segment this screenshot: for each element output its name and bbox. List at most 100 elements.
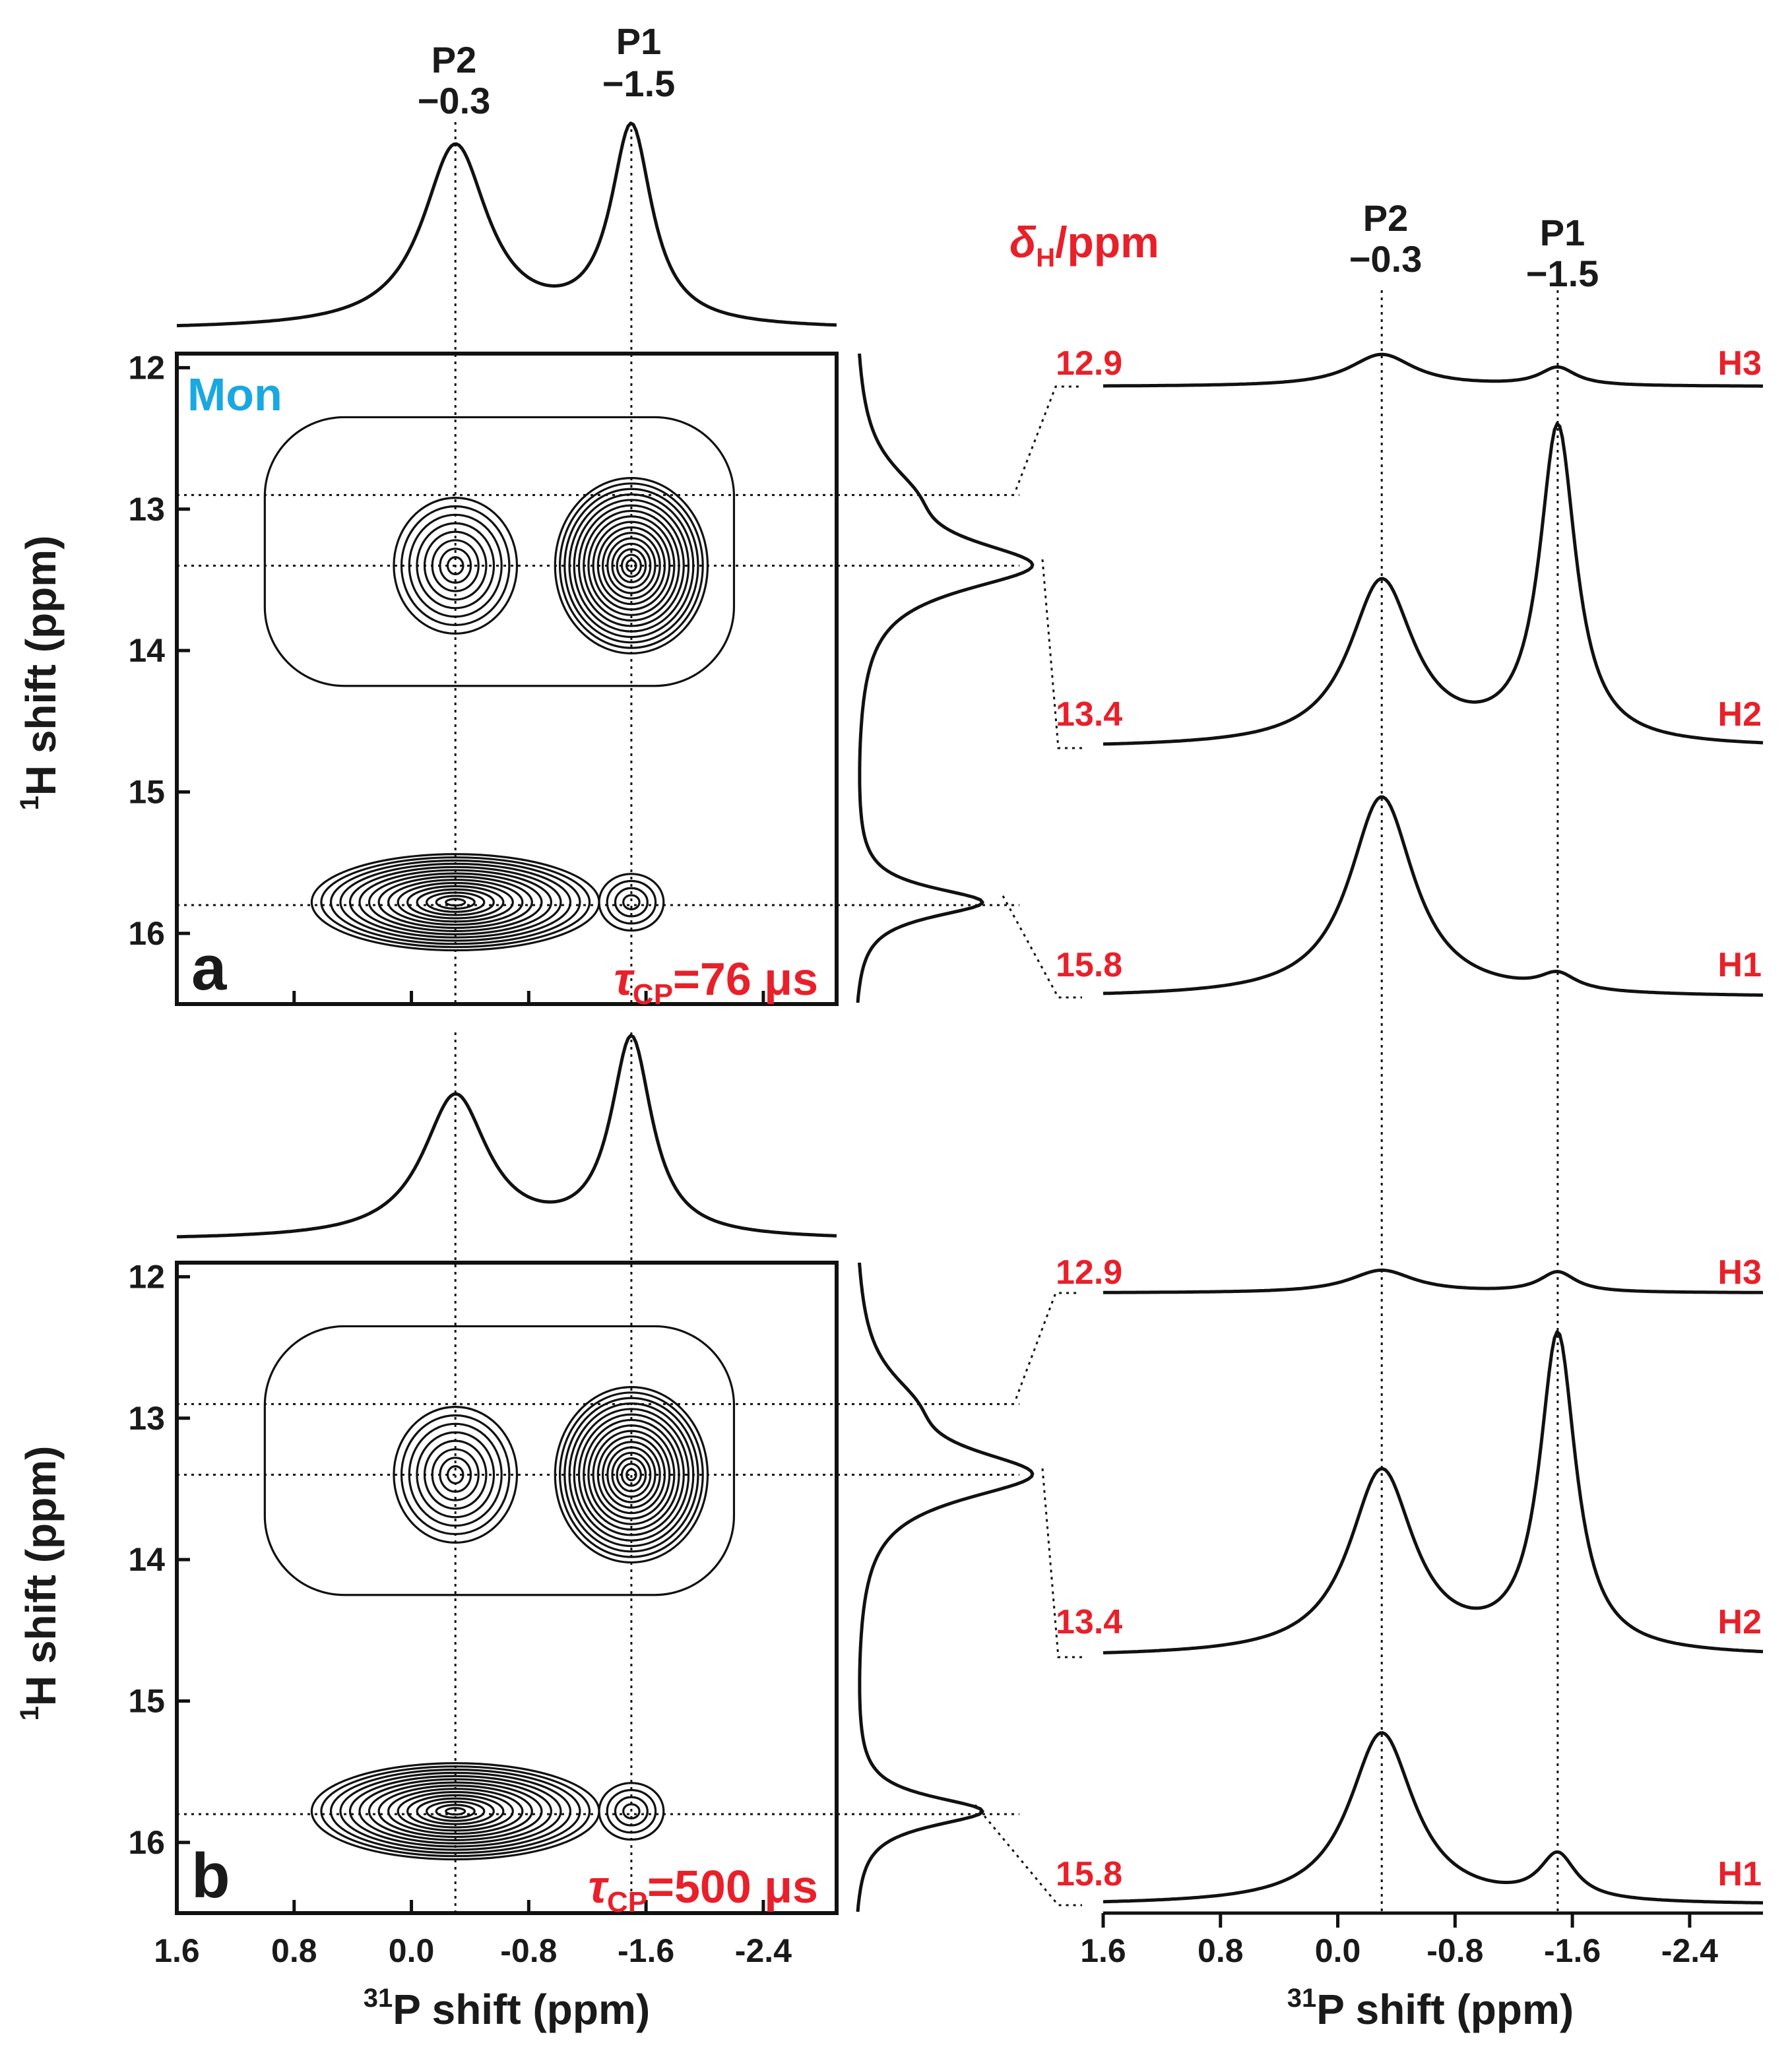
- slice-label-b-H2-shift: 13.4: [1056, 1603, 1122, 1641]
- slice-label-b-H3-name: H3: [1718, 1253, 1762, 1292]
- connector-0: [1015, 385, 1079, 490]
- right-p1-name: P1: [1540, 212, 1585, 253]
- contour-p1-13.4-8: [592, 1430, 671, 1520]
- delta-symbol: δ: [1009, 218, 1037, 267]
- contour-p1-15.8-0: [598, 873, 665, 932]
- contour-p1-15.8-1: [606, 879, 657, 925]
- slice-label-a-H2-shift: 13.4: [1056, 695, 1122, 734]
- right-x-axis: 1.6 0.8 0.0 -0.8 -1.6 -2.4: [1080, 1911, 1763, 1969]
- panel-b-guides: [177, 1032, 1019, 1913]
- x-tick-label-1.6: 1.6: [154, 1932, 200, 1969]
- connector-5: [974, 1804, 1082, 1907]
- right-x-tick-label--1.6: -1.6: [1544, 1932, 1601, 1969]
- x-tick-label--0.8: -0.8: [500, 1932, 557, 1969]
- slice-label-b-H3-shift: 12.9: [1056, 1253, 1122, 1292]
- contour-envelope-13ppm: [263, 1325, 736, 1596]
- y-tick-label-15: 15: [128, 1682, 165, 1719]
- y-tick-label-14: 14: [128, 632, 165, 669]
- contour-p1-13.4-10: [601, 1441, 661, 1509]
- slice-b-H1: [1103, 1731, 1763, 1905]
- slice-b-H2: [1103, 1330, 1764, 1655]
- panel-a-tau-symbol: τ: [614, 953, 635, 1005]
- y-tick-label-13: 13: [128, 1400, 165, 1437]
- delta-subscript: H: [1036, 243, 1055, 272]
- panel-b-1h-projection: [856, 1262, 1035, 1912]
- panel-b-tau-symbol: τ: [588, 1861, 609, 1912]
- delta-unit: /ppm: [1055, 218, 1159, 267]
- slice-spectra: 12.9 H3 13.4 H2 15.8 H1 12.9 H3 13.4 H2 15.8 H1: [974, 290, 1764, 1913]
- right-x-title-rest: P shift (ppm): [1316, 1986, 1574, 2033]
- contour-p2-15.8-7: [377, 1784, 533, 1839]
- panel-b-x-ticks: 1.6 0.8 0.0 -0.8 -1.6 -2.4: [154, 1900, 792, 1969]
- right-x-title-sup: 31: [1287, 1984, 1317, 2013]
- y-tick-label-13: 13: [128, 491, 165, 528]
- y-tick-label-12: 12: [128, 349, 165, 386]
- panel-a-y-axis: 12 13 14 15 16: [128, 349, 190, 952]
- connector-2: [1002, 895, 1082, 999]
- contour-p2-15.8-13: [435, 895, 476, 910]
- sample-label: Mon: [187, 369, 282, 420]
- contour-p2-15.8-14: [445, 1807, 466, 1816]
- panel-a-31p-projection: [176, 121, 837, 328]
- slice-label-a-H1-shift: 15.8: [1056, 946, 1122, 984]
- contour-envelope-13ppm: [263, 416, 736, 687]
- y-tick-label-15: 15: [128, 773, 165, 810]
- y-tick-label-16: 16: [128, 1824, 165, 1861]
- contour-p2-13.4-0: [393, 497, 519, 635]
- connector-4: [1041, 1468, 1082, 1658]
- panel-b-y-title-rest: H shift (ppm): [17, 1446, 65, 1707]
- panel-b: 12 13 14 15 16 1.6 0.8 0.0 -0.8 -1.6 -2.4 b τCP=5…: [128, 1032, 1035, 1969]
- slice-label-a-H3-name: H3: [1718, 344, 1762, 383]
- contour-p1-13.4-2: [563, 1397, 699, 1553]
- contour-p2-15.8-6: [368, 872, 543, 932]
- contour-p1-13.4-1: [558, 482, 704, 649]
- slice-label-b-H2-name: H2: [1718, 1603, 1762, 1641]
- panel-a-1h-projection: [856, 353, 1035, 1003]
- right-p2-shift: −0.3: [1349, 238, 1423, 280]
- top-p2-shift: −0.3: [418, 80, 491, 121]
- y-tick-label-14: 14: [128, 1541, 165, 1578]
- right-x-tick-label-0: 0.0: [1315, 1932, 1361, 1969]
- left-x-title-sup: 31: [364, 1984, 393, 2013]
- panel-a-guides: [177, 122, 1019, 1004]
- panel-b-letter: b: [191, 1841, 230, 1911]
- left-x-axis-title: 31P shift (ppm): [364, 1984, 650, 2033]
- y-tick-label-12: 12: [128, 1258, 165, 1295]
- top-p1-shift: −1.5: [602, 63, 676, 104]
- panel-a-frame: [175, 352, 839, 1006]
- slice-axis-title: δH/ppm: [1009, 218, 1159, 272]
- right-p2-name: P2: [1363, 197, 1409, 239]
- right-x-tick-label--2.4: -2.4: [1661, 1932, 1718, 1969]
- contour-p1-13.4-5: [577, 504, 685, 627]
- panel-b-contours: [263, 1325, 736, 1861]
- contour-p2-15.8-8: [387, 879, 524, 926]
- panel-a-tau-sub: CP: [633, 978, 673, 1011]
- panel-a-y-axis-title: 1H shift (ppm): [15, 536, 65, 811]
- slice-label-a-H3-shift: 12.9: [1056, 344, 1122, 383]
- panel-a-y-title-sup: 1: [15, 796, 44, 810]
- contour-p1-13.4-10: [601, 532, 661, 600]
- panel-b-frame: [175, 1261, 839, 1915]
- slice-label-b-H1-shift: 15.8: [1056, 1855, 1122, 1893]
- left-x-title-rest: P shift (ppm): [393, 1986, 650, 2033]
- panel-a: 12 13 14 15 16 Mon a τCP=76 μs: [128, 121, 1035, 1011]
- top-p2-name: P2: [432, 39, 477, 80]
- contour-p1-13.4-13: [616, 548, 647, 584]
- slice-label-b-H1-name: H1: [1718, 1855, 1762, 1893]
- panel-b-31p-projection: [176, 1034, 837, 1239]
- x-tick-label-0.8: 0.8: [271, 1932, 317, 1969]
- top-p1-name: P1: [616, 20, 662, 62]
- connector-3: [1015, 1292, 1079, 1399]
- panel-b-y-title-sup: 1: [15, 1706, 44, 1720]
- slice-a-H1: [1103, 795, 1764, 997]
- right-p1-shift: −1.5: [1526, 253, 1599, 294]
- slice-a-H3: [1103, 352, 1763, 388]
- panel-b-y-axis: 12 13 14 15 16: [128, 1258, 190, 1861]
- panel-a-contours: [263, 416, 736, 952]
- contour-p1-15.8-3: [622, 894, 641, 910]
- x-tick-label-0: 0.0: [389, 1932, 435, 1969]
- slice-b-H3: [1103, 1268, 1763, 1294]
- contour-p2-15.8-5: [358, 1778, 553, 1844]
- x-tick-label--1.6: -1.6: [618, 1932, 674, 1969]
